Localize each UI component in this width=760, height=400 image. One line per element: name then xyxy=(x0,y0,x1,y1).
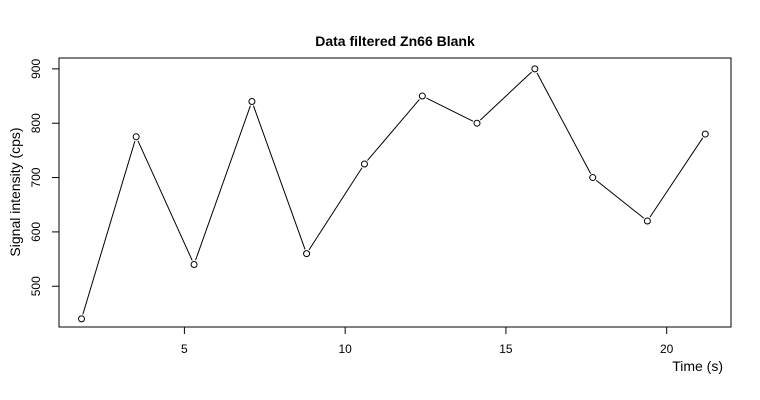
y-tick-label: 500 xyxy=(29,276,43,296)
data-point xyxy=(531,65,539,73)
series-line-segment xyxy=(308,167,363,251)
y-tick-label: 700 xyxy=(29,167,43,187)
chart-title: Data filtered Zn66 Blank xyxy=(315,33,475,49)
data-point xyxy=(248,97,256,105)
series-line-segment xyxy=(366,99,420,161)
x-tick-label: 10 xyxy=(338,342,352,356)
x-tick-label: 15 xyxy=(499,342,513,356)
y-axis-label: Signal intensity (cps) xyxy=(7,127,23,256)
series-line-segment xyxy=(595,179,645,219)
data-point xyxy=(360,160,368,168)
series-line-segment xyxy=(82,140,136,315)
series-line-segment xyxy=(426,97,474,122)
y-axis: 500 600 700 800 900 xyxy=(29,59,60,296)
data-point xyxy=(132,133,140,141)
series-line-segment xyxy=(649,137,704,218)
series-zn66-blank xyxy=(78,65,709,323)
x-axis: 5 10 15 20 xyxy=(181,326,674,356)
series-line-segment xyxy=(137,140,193,261)
series-line-segment xyxy=(479,71,532,121)
x-tick-label: 5 xyxy=(181,342,188,356)
data-point xyxy=(303,250,311,258)
data-point xyxy=(190,261,198,269)
x-tick-label: 20 xyxy=(660,342,674,356)
y-tick-label: 800 xyxy=(29,113,43,133)
y-tick-label: 600 xyxy=(29,222,43,242)
series-line-segment xyxy=(195,105,251,261)
series-line-segment xyxy=(536,72,592,174)
data-point xyxy=(701,130,709,138)
data-point xyxy=(418,92,426,100)
data-point xyxy=(643,217,651,225)
data-point xyxy=(78,315,86,323)
plot-frame xyxy=(58,57,732,328)
x-axis-label: Time (s) xyxy=(672,358,723,374)
series-line-segment xyxy=(252,105,306,250)
data-point xyxy=(589,174,597,182)
data-point xyxy=(473,119,481,127)
y-tick-label: 900 xyxy=(29,59,43,79)
